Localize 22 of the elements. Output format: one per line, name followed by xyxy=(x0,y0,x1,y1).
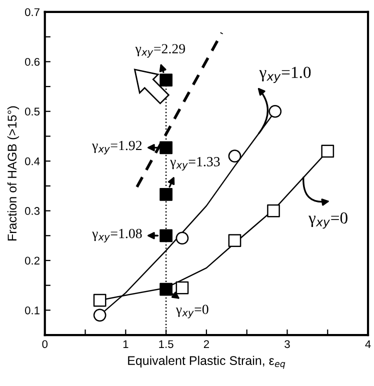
x-tick-label: 2 xyxy=(204,340,209,348)
annotation: γ$_{xy}$=0 xyxy=(176,304,208,318)
y-tick-label: 0.4 xyxy=(25,157,40,166)
annotation: γ$_{xy}$=2.29 xyxy=(135,44,186,58)
y-tick-label: 0.7 xyxy=(25,8,40,16)
y-tick-label: 0.6 xyxy=(25,58,40,66)
x-tick-label: 1.5 xyxy=(159,340,174,348)
y-tick-label: 0.3 xyxy=(25,207,40,215)
annotation: γ$_{xy}$=1.0 xyxy=(259,66,311,83)
y-axis-title: Fraction of HAGB (>15°) xyxy=(7,106,20,240)
y-tick-label: 0.5 xyxy=(25,108,40,116)
annotation: γ$_{xy}$=1.92 xyxy=(92,140,142,154)
annotation: γ$_{xy}$=1.08 xyxy=(92,228,142,242)
x-tick-label: 3 xyxy=(284,340,290,348)
y-tick-label: 0.1 xyxy=(25,306,40,314)
x-tick-label: 1 xyxy=(123,340,128,348)
x-tick-label: 0 xyxy=(42,340,48,348)
annotation: γ$_{xy}$=1.33 xyxy=(170,157,220,171)
annotation: γ$_{xy}$=0 xyxy=(308,212,348,229)
y-tick-label: 0.2 xyxy=(25,256,40,265)
x-axis-title: Equivalent Plastic Strain, ε$_{eq}$ xyxy=(128,356,286,369)
x-tick-label: 4 xyxy=(365,340,371,348)
